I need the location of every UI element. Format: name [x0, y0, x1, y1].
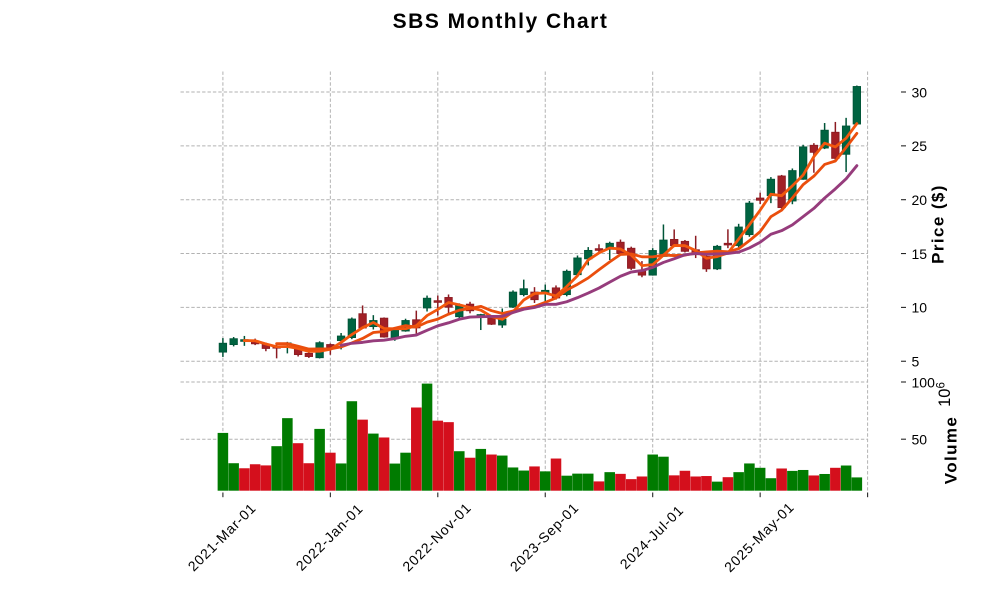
svg-text:Price ($): Price ($): [929, 184, 948, 264]
svg-text:5: 5: [912, 354, 920, 370]
svg-text:SBS Monthly Chart: SBS Monthly Chart: [393, 10, 609, 33]
svg-text:50: 50: [912, 432, 928, 448]
svg-text:20: 20: [912, 192, 928, 208]
svg-text:25: 25: [912, 138, 928, 154]
svg-text:30: 30: [912, 84, 928, 100]
svg-text:10: 10: [912, 300, 928, 316]
svg-text:15: 15: [912, 246, 928, 262]
svg-text:100: 100: [912, 374, 936, 390]
svg-text:Volume: Volume: [942, 416, 961, 485]
